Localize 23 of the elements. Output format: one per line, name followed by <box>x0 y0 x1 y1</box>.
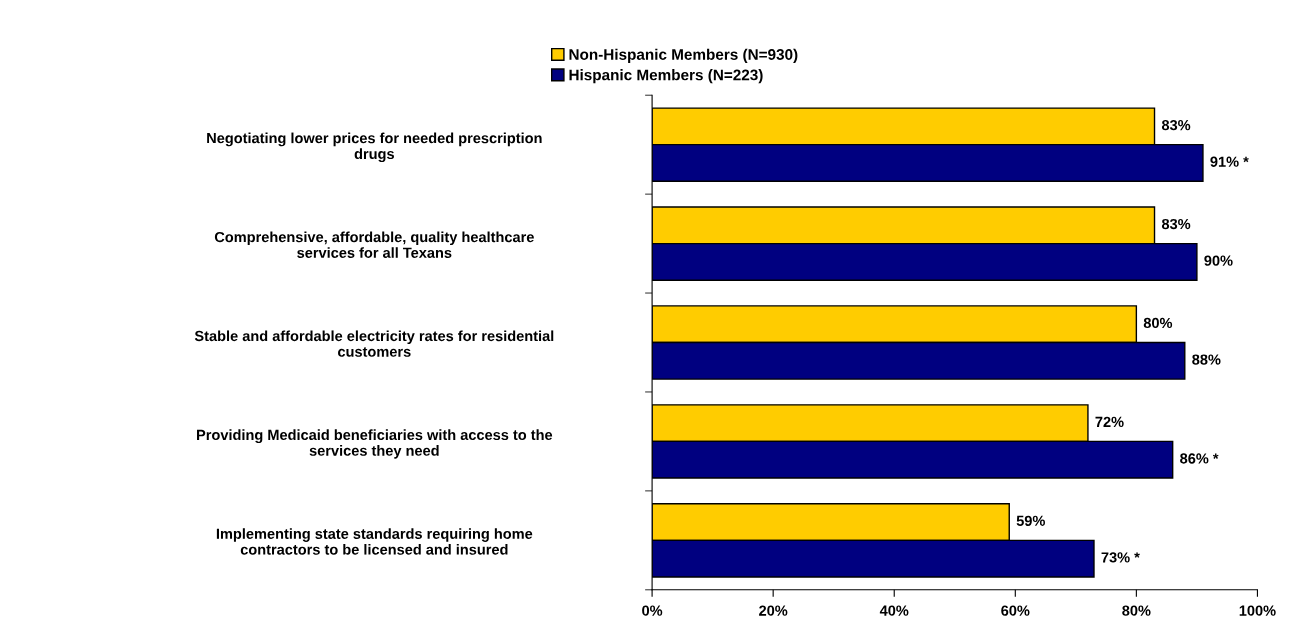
data-label: 59% <box>1016 515 1045 526</box>
legend-label: Non-Hispanic Members (N=930) <box>569 48 798 63</box>
data-label: 83% <box>1161 119 1191 131</box>
x-tick-label: 0% <box>642 605 663 616</box>
x-tick-label: 100% <box>1239 605 1276 616</box>
y-tick-label: Implementing state standards requiring home contractors to be licensed and insured <box>216 528 533 555</box>
x-tick-label: 40% <box>879 605 909 616</box>
y-tick-label: Stable and affordable electricity rates for residential customers <box>194 330 554 357</box>
data-label: 80% <box>1143 317 1173 329</box>
data-label: 90% <box>1204 255 1233 266</box>
data-label: 86% * <box>1180 453 1219 464</box>
x-tick-label: 80% <box>1122 605 1151 616</box>
x-tick-label: 60% <box>1001 605 1030 616</box>
data-label: 73% * <box>1101 552 1140 563</box>
data-label: 72% <box>1095 416 1124 428</box>
data-label: 83% <box>1161 218 1191 230</box>
data-label: 91% * <box>1210 156 1249 167</box>
legend-label: Hispanic Members (N=223) <box>569 69 763 84</box>
x-tick-label: 20% <box>759 605 788 616</box>
y-tick-label: Comprehensive, affordable, quality healthcare services for all Texans <box>214 231 534 258</box>
y-tick-label: Providing Medicaid beneficiaries with access to the services they need <box>197 429 553 459</box>
y-tick-label: Negotiating lower prices for needed prescription drugs <box>207 132 542 162</box>
data-label: 88% <box>1192 354 1221 365</box>
